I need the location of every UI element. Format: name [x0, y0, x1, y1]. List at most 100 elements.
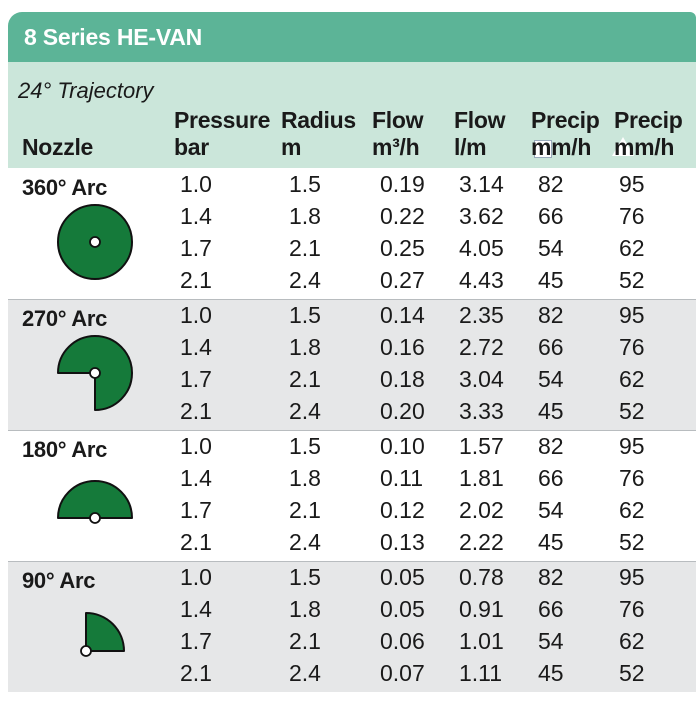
table-row: 1.7 2.1 0.18 3.04 54 62 [8, 363, 696, 395]
flow-lm-cell: 0.91 [459, 596, 504, 622]
row-divider [8, 430, 696, 431]
flow-m3h-cell: 0.07 [380, 660, 425, 686]
header-pressure-unit: bar [174, 134, 209, 160]
header-precip-square-title: Precip [531, 107, 600, 133]
flow-lm-cell: 3.14 [459, 171, 504, 197]
precip-triangle-cell: 52 [619, 660, 645, 686]
header-flow-m3h-unit: m³/h [372, 134, 420, 160]
precip-triangle-cell: 62 [619, 497, 645, 523]
radius-cell: 1.8 [289, 334, 321, 360]
radius-cell: 1.8 [289, 596, 321, 622]
precip-square-cell: 54 [538, 366, 564, 392]
precip-square-cell: 82 [538, 433, 564, 459]
square-spacing-icon [534, 140, 552, 158]
flow-lm-cell: 4.43 [459, 267, 504, 293]
arc-label: 270° Arc [22, 306, 108, 331]
radius-cell: 2.1 [289, 366, 321, 392]
precip-triangle-cell: 62 [619, 235, 645, 261]
flow-m3h-cell: 0.20 [380, 398, 425, 424]
precip-triangle-cell: 76 [619, 596, 645, 622]
header-radius: Radius m [281, 107, 356, 161]
precip-triangle-cell: 76 [619, 465, 645, 491]
table-row: 1.0 1.5 0.10 1.57 82 95 [8, 430, 696, 462]
header-radius-title: Radius [281, 107, 356, 133]
radius-cell: 2.1 [289, 497, 321, 523]
precip-square-cell: 66 [538, 203, 564, 229]
table-row: 2.1 2.4 0.27 4.43 45 52 [8, 264, 696, 296]
trajectory-label: 24° Trajectory [18, 78, 154, 103]
group-180-arc: 180° Arc 1.0 1.5 0.10 1.57 82 95 1.4 1.8… [8, 430, 696, 561]
radius-cell: 1.8 [289, 203, 321, 229]
precip-square-cell: 45 [538, 660, 564, 686]
header-nozzle-text: Nozzle [22, 134, 94, 160]
precip-triangle-cell: 95 [619, 302, 645, 328]
pressure-cell: 1.4 [180, 203, 212, 229]
header-pressure-title: Pressure [174, 107, 271, 133]
radius-cell: 2.1 [289, 235, 321, 261]
table-row: 1.7 2.1 0.12 2.02 54 62 [8, 494, 696, 526]
precip-square-cell: 66 [538, 596, 564, 622]
pressure-cell: 1.7 [180, 235, 212, 261]
table-row: 2.1 2.4 0.20 3.33 45 52 [8, 395, 696, 427]
flow-m3h-cell: 0.25 [380, 235, 425, 261]
flow-lm-cell: 2.35 [459, 302, 504, 328]
pressure-cell: 1.0 [180, 171, 212, 197]
header-precip-triangle: Precip mm/h [614, 107, 683, 161]
row-divider [8, 299, 696, 300]
flow-lm-cell: 1.57 [459, 433, 504, 459]
precip-triangle-cell: 95 [619, 564, 645, 590]
precip-square-cell: 54 [538, 628, 564, 654]
precip-triangle-cell: 52 [619, 398, 645, 424]
radius-cell: 2.4 [289, 267, 321, 293]
row-divider [8, 561, 696, 562]
flow-lm-cell: 2.02 [459, 497, 504, 523]
flow-m3h-cell: 0.11 [380, 465, 424, 491]
flow-lm-cell: 3.33 [459, 398, 504, 424]
table-row: 1.0 1.5 0.19 3.14 82 95 [8, 168, 696, 200]
flow-m3h-cell: 0.18 [380, 366, 425, 392]
pressure-cell: 2.1 [180, 267, 212, 293]
flow-lm-cell: 3.04 [459, 366, 504, 392]
precip-square-cell: 66 [538, 465, 564, 491]
three-quarter-circle-nozzle-icon [57, 335, 133, 411]
precip-square-cell: 82 [538, 302, 564, 328]
pressure-cell: 1.4 [180, 465, 212, 491]
radius-cell: 2.4 [289, 398, 321, 424]
header-precip-triangle-unit: mm/h [614, 134, 675, 160]
precip-square-cell: 66 [538, 334, 564, 360]
half-circle-nozzle-icon [57, 480, 133, 524]
precip-triangle-cell: 95 [619, 433, 645, 459]
precip-triangle-cell: 76 [619, 203, 645, 229]
quarter-circle-nozzle-icon [80, 612, 125, 657]
table-row: 1.0 1.5 0.14 2.35 82 95 [8, 299, 696, 331]
header-precip-square: Precip mm/h [531, 107, 600, 161]
flow-m3h-cell: 0.22 [380, 203, 425, 229]
table-row: 1.4 1.8 0.05 0.91 66 76 [8, 593, 696, 625]
precip-square-cell: 82 [538, 564, 564, 590]
table-title: 8 Series HE-VAN [24, 24, 203, 50]
header-nozzle: Nozzle [22, 134, 93, 161]
pressure-cell: 1.7 [180, 366, 212, 392]
precip-square-cell: 54 [538, 235, 564, 261]
radius-cell: 1.5 [289, 564, 321, 590]
header-flow-lm: Flow l/m [454, 107, 505, 161]
flow-m3h-cell: 0.06 [380, 628, 425, 654]
precip-square-cell: 45 [538, 529, 564, 555]
precip-triangle-cell: 95 [619, 171, 645, 197]
radius-cell: 1.8 [289, 465, 321, 491]
radius-cell: 2.1 [289, 628, 321, 654]
title-bar: 8 Series HE-VAN [8, 12, 696, 62]
pressure-cell: 1.0 [180, 302, 212, 328]
radius-cell: 1.5 [289, 433, 321, 459]
flow-m3h-cell: 0.27 [380, 267, 425, 293]
precip-triangle-cell: 76 [619, 334, 645, 360]
flow-m3h-cell: 0.16 [380, 334, 425, 360]
header-flow-lm-title: Flow [454, 107, 506, 133]
radius-cell: 2.4 [289, 660, 321, 686]
radius-cell: 1.5 [289, 171, 321, 197]
flow-m3h-cell: 0.14 [380, 302, 425, 328]
pressure-cell: 2.1 [180, 660, 212, 686]
precip-triangle-cell: 62 [619, 366, 645, 392]
table-row: 1.7 2.1 0.25 4.05 54 62 [8, 232, 696, 264]
flow-m3h-cell: 0.12 [380, 497, 425, 523]
